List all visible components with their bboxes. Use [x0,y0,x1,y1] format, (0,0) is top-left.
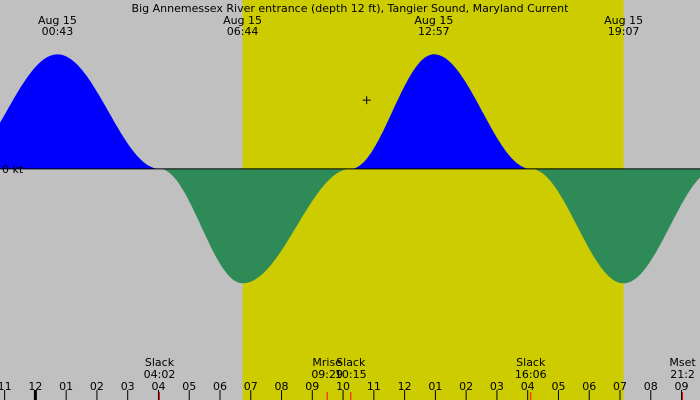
hour-tick-label-22: 09 [675,380,689,393]
y-axis-label: 0 kt [2,163,24,176]
hour-tick-label-6: 05 [182,380,196,393]
hour-tick-label-14: 01 [428,380,442,393]
event-labels: Slack04:02Mrise09:29Slack10:15Slack16:06… [144,356,696,400]
hour-tick-label-15: 02 [459,380,473,393]
hour-tick-label-11: 10 [336,380,350,393]
cursor-mark [362,96,371,105]
hour-tick-label-0: 11 [0,380,12,393]
top-time-label-2: 12:57 [418,25,450,38]
hour-tick-label-21: 08 [644,380,658,393]
hour-tick-label-4: 03 [121,380,135,393]
event-time-3: 16:06 [515,368,547,381]
event-time-1: 09:29 [311,368,343,381]
hour-ticks: 11 12 01 02 03 04 05 06 07 08 09 10 11 12 01 02 03 04 05 06… [0,380,689,400]
hour-tick-label-5: 04 [151,380,165,393]
hour-tick-label-16: 03 [490,380,504,393]
event-name-1: Mrise [312,356,342,369]
hour-tick-label-2: 01 [59,380,73,393]
hour-tick-label-18: 05 [551,380,565,393]
ebb-area-1 [160,168,351,284]
event-time-4: 21:2 [670,368,695,381]
hour-tick-label-13: 12 [398,380,412,393]
top-time-label-3: 19:07 [608,25,640,38]
event-name-3: Slack [516,356,546,369]
top-date-label-1: Aug 15 [223,14,262,27]
hour-tick-label-9: 08 [275,380,289,393]
hour-tick-label-20: 07 [613,380,627,393]
flood-area-0 [0,54,160,169]
event-name-2: Slack [336,356,366,369]
flood-area-2 [350,54,533,169]
event-time-0: 04:02 [144,368,176,381]
hour-tick-label-10: 09 [305,380,319,393]
hour-tick-label-12: 11 [367,380,381,393]
top-time-label-0: 00:43 [42,25,74,38]
hour-tick-label-3: 02 [90,380,104,393]
event-name-4: Mset [669,356,696,369]
chart-title: Big Annemessex River entrance (depth 12 … [132,2,570,15]
top-date-label-2: Aug 15 [414,14,453,27]
current-curve-layer [0,54,700,284]
event-time-2: 10:15 [335,368,367,381]
hour-tick-label-17: 04 [521,380,535,393]
ebb-area-3 [532,168,700,284]
top-date-label-3: Aug 15 [604,14,643,27]
hour-tick-label-19: 06 [582,380,596,393]
top-time-label-1: 06:44 [227,25,259,38]
top-date-label-0: Aug 15 [38,14,77,27]
event-name-0: Slack [145,356,175,369]
hour-tick-label-1: 12 [28,380,42,393]
hour-tick-label-7: 06 [213,380,227,393]
hour-tick-label-8: 07 [244,380,258,393]
